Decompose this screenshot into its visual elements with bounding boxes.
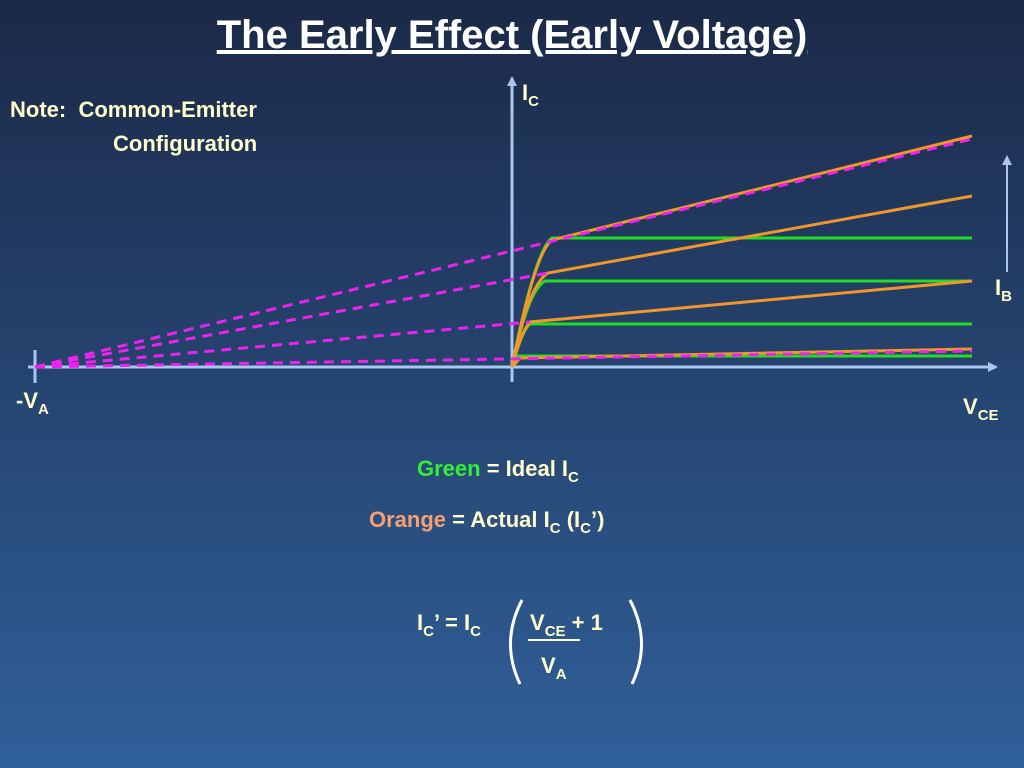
label-sub: B xyxy=(1001,288,1012,305)
legend-text: (I xyxy=(561,507,581,532)
formula-sub: C xyxy=(470,623,481,640)
formula-sub: C xyxy=(423,623,434,640)
title: The Early Effect (Early Voltage) xyxy=(217,13,808,57)
label-sub: A xyxy=(38,401,49,418)
label-main: I xyxy=(522,80,528,105)
label-main: V xyxy=(963,394,978,419)
formula-part: + 1 xyxy=(566,610,603,635)
formula-part: V xyxy=(530,610,545,635)
formula-denominator: VA xyxy=(541,653,567,683)
formula-numerator: VCE + 1 xyxy=(530,610,603,640)
formula-part: ’ = I xyxy=(434,610,470,635)
formula-part: V xyxy=(541,653,556,678)
legend-text: = Ideal I xyxy=(481,456,568,481)
extrapolation xyxy=(34,320,531,369)
extrapolation xyxy=(34,137,973,369)
formula-sub: A xyxy=(556,666,567,683)
label-main: I xyxy=(995,275,1001,300)
x-axis-label: VCE xyxy=(963,394,999,424)
legend-sub: C xyxy=(580,520,591,537)
label-main: -V xyxy=(16,388,38,413)
label-sub: CE xyxy=(978,407,999,424)
y-axis-label: IC xyxy=(522,80,539,110)
ib-label: IB xyxy=(995,275,1012,305)
legend-sub: C xyxy=(550,520,561,537)
extrapolations xyxy=(34,137,973,369)
note-line: Configuration xyxy=(113,131,257,156)
formula-part: I xyxy=(417,610,423,635)
legend-text: ’) xyxy=(591,507,604,532)
formula-sub: CE xyxy=(545,623,566,640)
extrapolation xyxy=(34,271,549,369)
legend-green: Green = Ideal IC xyxy=(417,456,579,486)
label-sub: C xyxy=(528,93,539,110)
paren-right xyxy=(628,599,643,685)
formula-lhs: IC’ = IC xyxy=(417,610,481,640)
legend-word: Orange xyxy=(369,507,446,532)
intercept-label: -VA xyxy=(16,388,49,418)
legend-orange: Orange = Actual IC (IC’) xyxy=(369,507,604,537)
legend-sub: C xyxy=(568,469,579,486)
legend-text: = Actual I xyxy=(446,507,550,532)
note-line: Note: Common-Emitter xyxy=(10,97,257,122)
paren-left xyxy=(509,599,524,685)
legend-word: Green xyxy=(417,456,481,481)
extrapolation xyxy=(34,349,973,369)
